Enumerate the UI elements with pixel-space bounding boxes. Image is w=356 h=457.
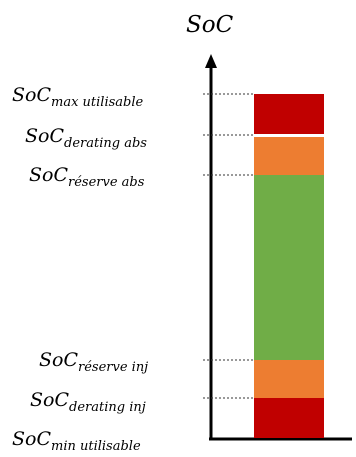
arrow-up-icon	[205, 54, 217, 68]
label-soc-derating-inj: SoCderating inj	[30, 389, 146, 415]
label-soc-min-utilisable: SoCmin utilisable	[12, 428, 141, 454]
diagram-title: SoC	[186, 12, 234, 38]
segment-red-bottom	[254, 398, 324, 438]
segment-red-top	[254, 94, 324, 134]
label-soc-max-utilisable: SoCmax utilisable	[12, 84, 144, 110]
label-soc-derating-abs: SoCderating abs	[25, 125, 147, 151]
label-soc-reserve-inj: SoCréserve inj	[39, 349, 148, 375]
segment-orange-top	[254, 137, 324, 175]
segment-green	[254, 175, 324, 360]
segment-gap-top	[254, 134, 324, 137]
label-soc-reserve-abs: SoCréserve abs	[29, 164, 145, 190]
segment-orange-bottom	[254, 360, 324, 398]
